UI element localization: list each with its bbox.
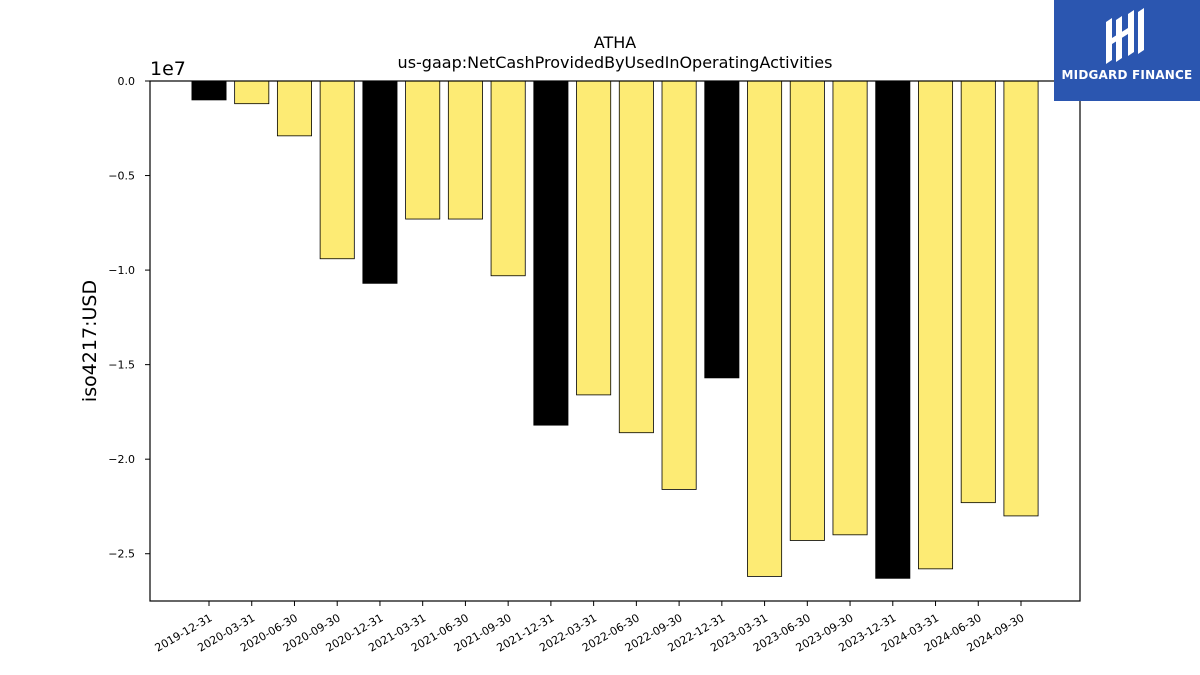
bar-2020-06-30 [276, 80, 312, 137]
chart-subtitle: us-gaap:NetCashProvidedByUsedInOperating… [398, 53, 833, 72]
bar-2024-03-31 [918, 80, 954, 570]
plot-frame [149, 80, 1081, 602]
x-axis: 2019-12-312020-03-312020-06-302020-09-30… [153, 601, 1027, 655]
bar-2023-12-31 [875, 80, 911, 579]
bar-2023-06-30 [789, 80, 825, 541]
bar-2022-06-30 [618, 80, 654, 434]
y-tick-label: −2.0 [108, 453, 135, 466]
bar-2019-12-31 [191, 80, 227, 101]
chart-title: ATHA [594, 33, 637, 52]
bar-2021-12-31 [533, 80, 569, 426]
bar-2021-06-30 [447, 80, 483, 220]
bar-2024-09-30 [1003, 80, 1039, 517]
bar-2020-12-31 [362, 80, 398, 284]
bar-2022-12-31 [704, 80, 740, 379]
brand-logo: MIDGARD FINANCE [1054, 0, 1200, 101]
bar-2023-03-31 [747, 80, 783, 577]
bar-2024-06-30 [960, 80, 996, 504]
bar-2021-09-30 [490, 80, 526, 277]
bar-2020-09-30 [319, 80, 355, 260]
bar-2020-03-31 [234, 80, 270, 105]
y-axis-label: iso4217:USD [79, 280, 101, 402]
bar-2023-09-30 [832, 80, 868, 536]
y-tick-label: 0.0 [118, 75, 136, 88]
y-tick-label: −2.5 [108, 548, 135, 561]
bars-group [191, 80, 1039, 579]
midgard-logo-icon [1106, 8, 1144, 64]
y-tick-label: −1.5 [108, 359, 135, 372]
y-axis: 0.0 −0.5 −1.0 −1.5 −2.0 −2.5 [108, 75, 150, 561]
y-tick-label: −0.5 [108, 170, 135, 183]
bar-2022-09-30 [661, 80, 697, 490]
bar-2022-03-31 [576, 80, 612, 396]
bar-2021-03-31 [405, 80, 441, 220]
y-tick-label: −1.0 [108, 264, 135, 277]
brand-name: MIDGARD FINANCE [1061, 68, 1193, 82]
y-scale-label: 1e7 [150, 58, 186, 80]
